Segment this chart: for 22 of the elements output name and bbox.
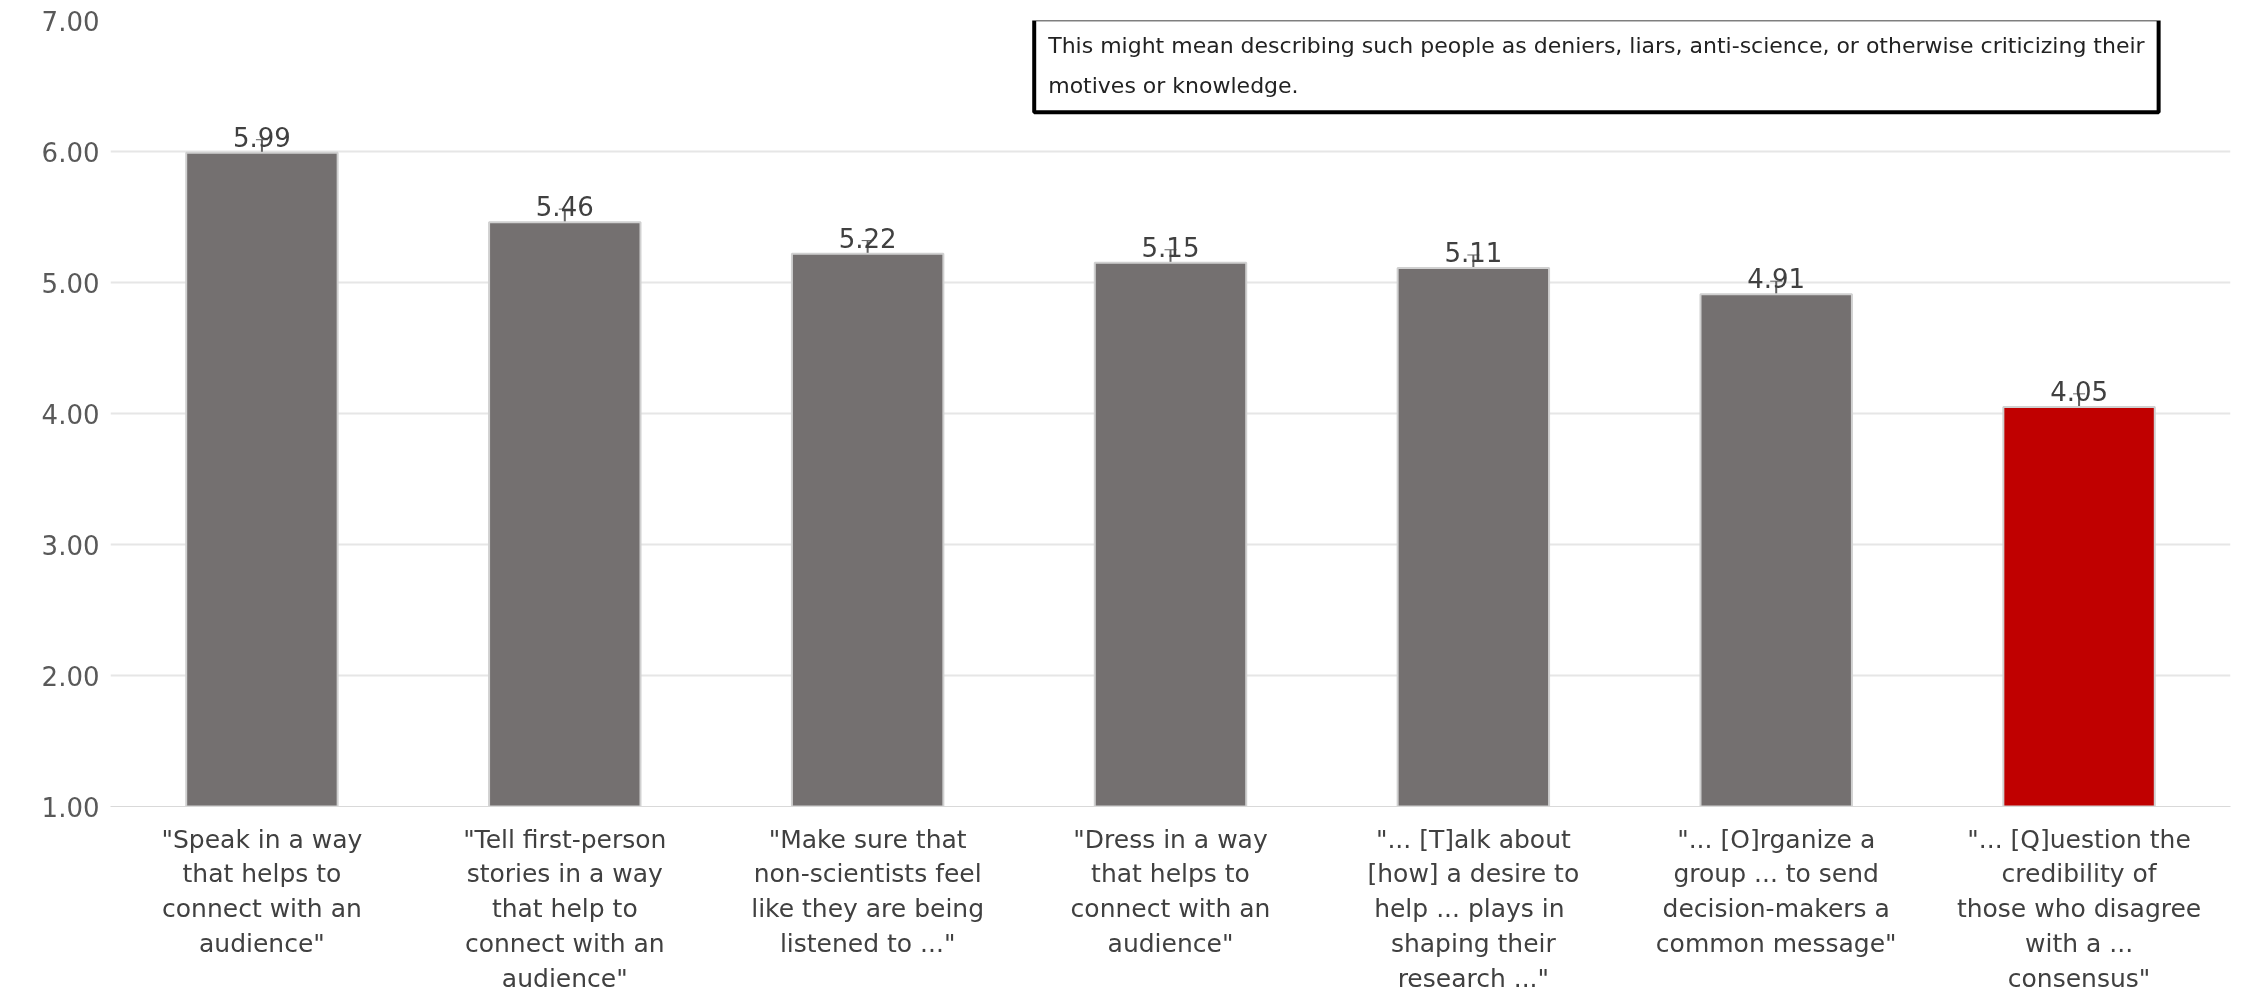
x-tick-label: "... [Q]uestion the credibility of those who disagree with a ... consensus" — [1956, 824, 2202, 993]
data-label: 4.05 — [2050, 376, 2109, 407]
data-label: 5.46 — [535, 192, 594, 223]
data-label: 5.99 — [232, 122, 291, 153]
x-tick-label: "... [T]alk about [how] a desire to help ... plays in shaping their research ..." — [1367, 824, 1580, 993]
x-tick-label: "... [O]rganize a group ... to send decision-makers a common message" — [1655, 824, 1897, 958]
y-tick-label: 1.00 — [41, 792, 100, 823]
y-tick-label: 4.00 — [41, 399, 100, 430]
y-tick-label: 5.00 — [41, 268, 100, 299]
y-tick-label: 3.00 — [41, 530, 100, 561]
data-label: 5.22 — [838, 223, 897, 254]
y-tick-label: 7.00 — [41, 6, 100, 37]
y-tick-label: 6.00 — [41, 137, 100, 168]
annotation: This might mean describing such people as deniers, liars, anti-science, or otherwise criticizing their motives or knowledge. — [1047, 33, 2146, 99]
y-tick-label: 2.00 — [41, 661, 100, 692]
x-tick-label: "Make sure that non-scientists feel like they are being listened to ..." — [751, 824, 985, 958]
data-label: 5.11 — [1444, 238, 1503, 269]
x-tick-label: "Tell first-person stories in a way that help to connect with an audience" — [463, 824, 667, 993]
data-label: 4.91 — [1747, 264, 1806, 295]
data-label: 5.15 — [1141, 232, 1200, 263]
x-tick-label: "Speak in a way that helps to connect with an audience" — [161, 824, 363, 958]
x-tick-label: "Dress in a way that helps to connect with an audience" — [1070, 824, 1271, 958]
